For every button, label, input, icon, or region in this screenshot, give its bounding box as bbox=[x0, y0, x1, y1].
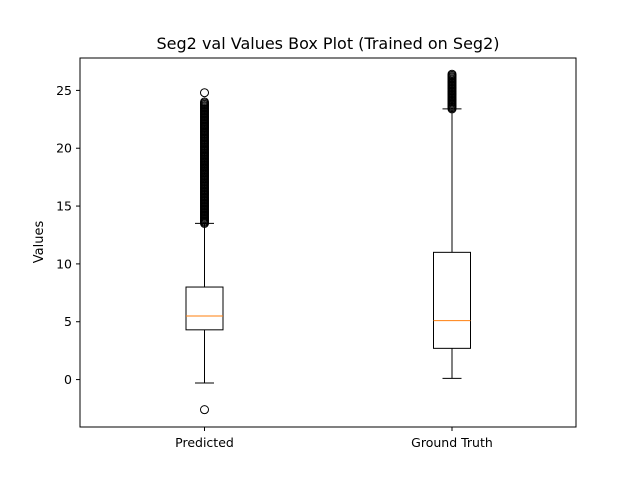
outlier-point bbox=[200, 88, 209, 98]
axes-frame bbox=[79, 57, 577, 428]
y-tick-label: 5 bbox=[64, 314, 72, 329]
y-tick-label: 0 bbox=[64, 372, 72, 387]
y-axis-label: Values bbox=[32, 221, 47, 264]
outlier-point bbox=[200, 405, 209, 415]
y-tick-label: 15 bbox=[56, 199, 72, 214]
iqr-box bbox=[433, 251, 471, 349]
x-tick-label: Ground Truth bbox=[411, 435, 493, 450]
y-tick-label: 25 bbox=[56, 83, 72, 98]
x-tick-label: Predicted bbox=[175, 435, 234, 450]
x-axis: Predicted Ground Truth bbox=[175, 427, 493, 450]
box-ground-truth bbox=[433, 69, 471, 379]
plot-area bbox=[185, 69, 471, 415]
box-predicted bbox=[185, 88, 224, 415]
chart-title: Seg2 val Values Box Plot (Trained on Seg… bbox=[157, 34, 500, 53]
iqr-box bbox=[185, 286, 224, 331]
outlier-point bbox=[447, 69, 457, 79]
y-tick-label: 20 bbox=[56, 141, 72, 156]
y-tick-label: 10 bbox=[56, 256, 72, 271]
y-axis: 0 5 10 15 20 25 bbox=[56, 83, 80, 387]
outlier-point bbox=[200, 97, 209, 107]
